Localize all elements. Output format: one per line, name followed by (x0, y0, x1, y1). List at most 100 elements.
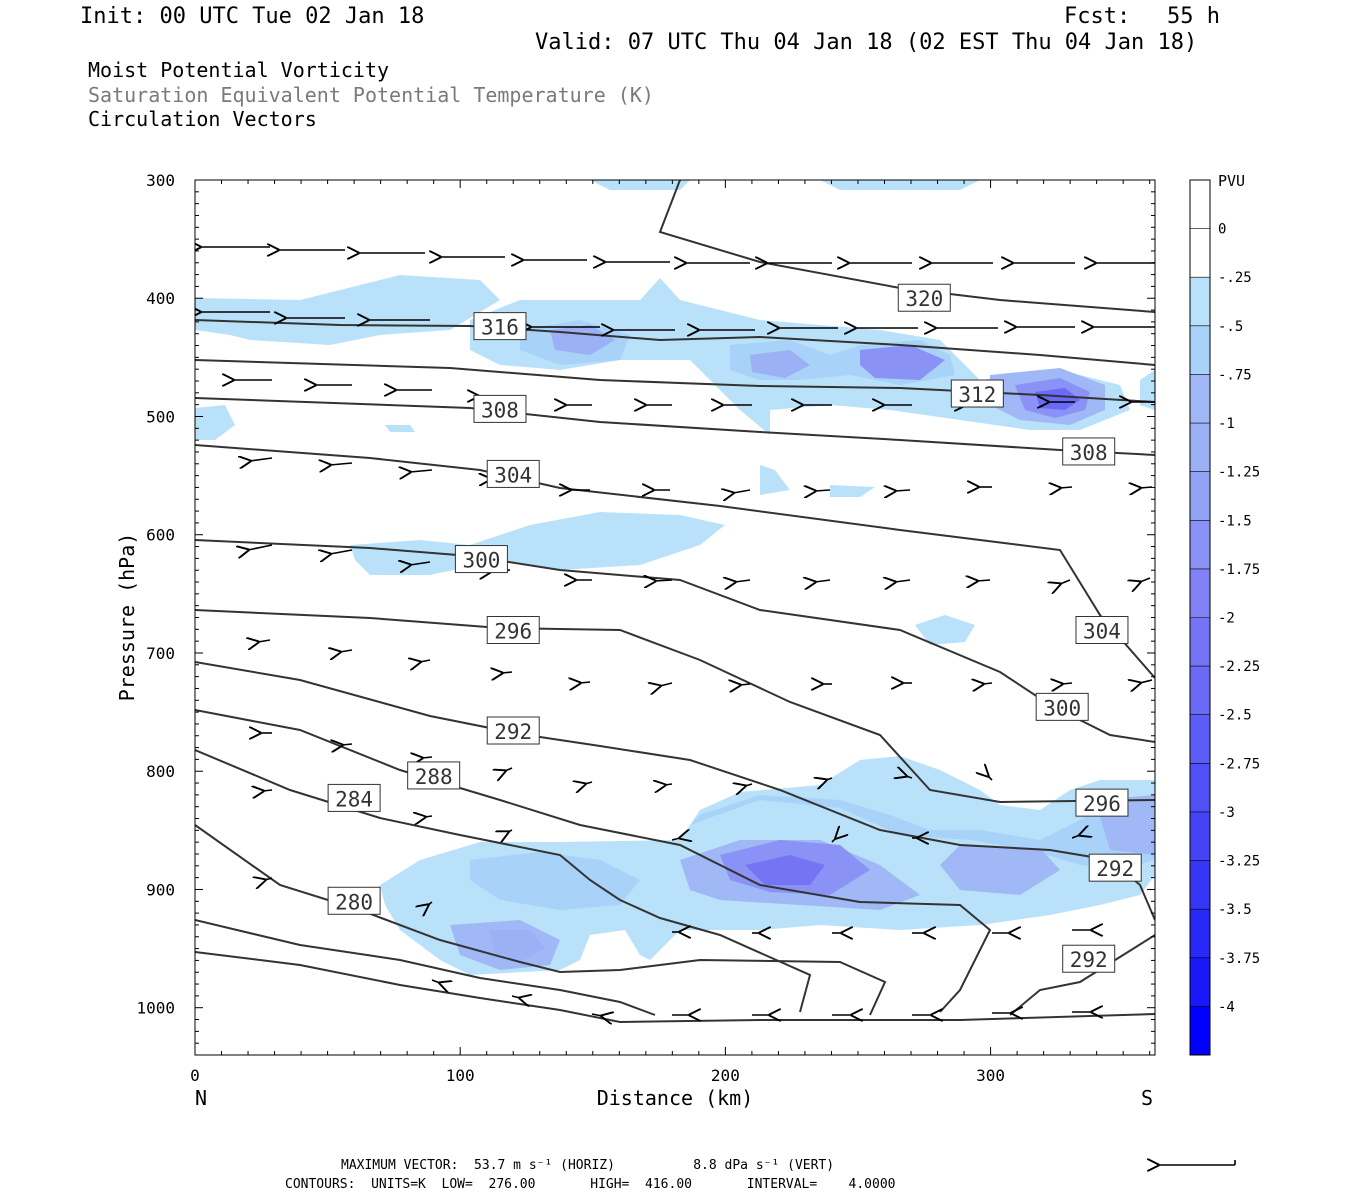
reference-vector-arrow (1158, 1160, 1236, 1165)
contour-label-box (1075, 788, 1129, 817)
title-mpv: Moist Potential Vorticity (88, 58, 390, 82)
colorbar-label: -3.75 (1218, 951, 1260, 967)
isentrope-320 (658, 180, 1155, 313)
vector (330, 550, 353, 554)
colorbar-swatch (1190, 860, 1210, 910)
contour-label-box (407, 761, 461, 790)
contour-label-box (473, 394, 527, 423)
vector (906, 776, 913, 778)
contour-label: 304 (1083, 620, 1121, 644)
vector (410, 562, 431, 565)
colorbar-swatch (1190, 617, 1210, 667)
colorbar-swatch (1190, 423, 1210, 473)
isentrope-276 (195, 919, 656, 1016)
colorbar-label: -2 (1218, 611, 1235, 627)
colorbar-swatch (1190, 1006, 1210, 1056)
title-theta-es: Saturation Equivalent Potential Temperat… (88, 83, 654, 107)
pv-fill-mid-680 (915, 615, 975, 645)
vector (422, 757, 433, 758)
vector (248, 544, 273, 550)
isentrope-right-292 (1009, 934, 1155, 1016)
vector (895, 580, 911, 582)
contour-label-box (950, 379, 1004, 408)
vector (977, 580, 991, 581)
contour-label: 280 (335, 890, 373, 914)
vector (1140, 680, 1153, 683)
pv-fill-right-edge (1140, 370, 1155, 410)
colorbar-label: -1.25 (1218, 465, 1260, 481)
vector (263, 790, 273, 791)
pv-fill-mid-small (760, 465, 790, 495)
contour-label-box (327, 783, 381, 812)
pv-fill-top2 (820, 180, 980, 190)
colorbar-swatch (1190, 811, 1210, 862)
colorbar-label: -1.5 (1218, 513, 1252, 529)
contour-label-box (454, 545, 508, 574)
pv-fill-lower-core2 (745, 855, 825, 885)
pv-fill-core-c (860, 345, 945, 380)
vector (831, 838, 836, 843)
pv-shading (195, 180, 1155, 975)
isentrope-300 (195, 539, 1155, 743)
contour-label-box (1062, 944, 1116, 973)
contours-info: CONTOURS: UNITS=K LOW= 276.00 HIGH= 416.… (285, 1177, 896, 1192)
vector (815, 490, 831, 491)
x-tick-label: 300 (976, 1066, 1005, 1085)
colorbar-swatch (1190, 568, 1210, 618)
contour-label-box (897, 283, 951, 312)
y-tick-label: 600 (146, 526, 175, 545)
vector (671, 838, 680, 840)
vector (826, 778, 833, 780)
init-time: Init: 00 UTC Tue 02 Jan 18 (80, 4, 425, 29)
vector (1140, 487, 1153, 488)
colorbar-label: -3.25 (1218, 854, 1260, 870)
contour-label: 304 (494, 463, 532, 487)
vector (330, 463, 353, 465)
colorbar-label: -4 (1218, 999, 1235, 1015)
colorbar-label: -1.75 (1218, 562, 1260, 578)
valid-time: Valid: 07 UTC Thu 04 Jan 18 (02 EST Thu … (535, 30, 1198, 55)
colorbar-label: -.75 (1218, 367, 1252, 383)
forecast-label: Fcst: (1064, 4, 1131, 29)
contour-label: 308 (1070, 441, 1108, 465)
pv-fill-small-blob (385, 425, 415, 432)
vector (508, 829, 513, 832)
isentrope-surface (195, 951, 1155, 1024)
x-axis-left-direction: N (195, 1086, 207, 1110)
x-tick-label: 200 (711, 1066, 740, 1085)
contour-label: 292 (1070, 948, 1108, 972)
colorbar-label: -3.5 (1218, 902, 1252, 918)
colorbar-swatch (1190, 180, 1210, 230)
vector (1071, 835, 1080, 839)
contour-label: 300 (1043, 696, 1081, 720)
isentrope-296 (195, 609, 1155, 804)
contour-label: 296 (494, 620, 532, 644)
vector (1140, 577, 1151, 582)
vector (505, 767, 513, 771)
pv-fill-lower-mid (470, 852, 640, 910)
pv-fill-top (590, 180, 690, 190)
vector (733, 490, 751, 493)
y-axis-ticks: 300 400 500 600 700 800 900 1000 (136, 171, 1155, 1056)
contour-label: 292 (494, 720, 532, 744)
colorbar-label: -1 (1218, 416, 1235, 432)
colorbar-swatch (1190, 666, 1210, 716)
vector (665, 784, 673, 785)
isentrope-288 (195, 709, 992, 1013)
vector (1060, 579, 1071, 584)
pv-fill-core-b (750, 350, 810, 378)
x-axis-label: Distance (km) (597, 1086, 754, 1110)
colorbar-label: -2.25 (1218, 659, 1260, 675)
vector (265, 878, 273, 880)
contour-labels: 320 316 312 308 308 304 300 296 304 300 292 288 284 2… (327, 283, 1142, 973)
contour-label: 312 (958, 383, 996, 407)
vector (745, 784, 753, 786)
vector (428, 901, 433, 905)
contour-label: 320 (905, 287, 943, 311)
contour-label: 284 (335, 787, 373, 811)
vector (735, 580, 751, 582)
contour-label: 288 (415, 765, 453, 789)
vector (740, 684, 751, 685)
isentrope-304 (195, 444, 1155, 679)
